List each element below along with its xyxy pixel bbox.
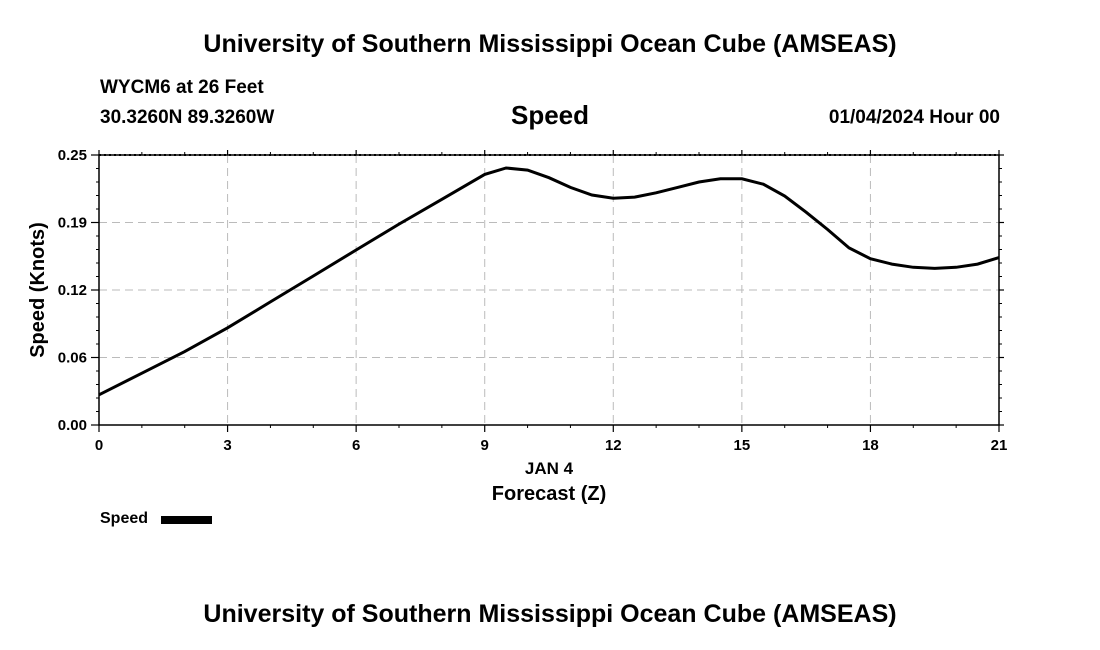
y-axis-label: Speed (Knots) [27, 222, 49, 358]
x-tick-label: 3 [223, 437, 231, 454]
station-label: WYCM6 at 26 Feet [100, 77, 264, 98]
y-tick-label: 0.19 [58, 215, 87, 232]
y-tick-label: 0.06 [58, 350, 87, 367]
x-tick-label: 15 [734, 437, 751, 454]
x-axis-date-label: JAN 4 [525, 459, 574, 478]
x-tick-label: 0 [95, 437, 103, 454]
x-tick-label: 6 [352, 437, 360, 454]
page-title: University of Southern Mississippi Ocean… [203, 30, 897, 58]
station-coordinates: 30.3260N 89.3260W [100, 107, 275, 128]
axis-ticks: 0 3 6 9 12 15 18 21 0.00 0.06 0.12 0.19 0.25 [58, 147, 1008, 454]
y-tick-label: 0.12 [58, 282, 87, 299]
legend-label: Speed [100, 510, 149, 527]
speed-series-line [98, 166, 1000, 397]
chart-grid [99, 154, 999, 425]
forecast-datetime: 01/04/2024 Hour 00 [828, 107, 1000, 128]
x-tick-label: 21 [991, 437, 1008, 454]
y-tick-label: 0.25 [58, 147, 87, 164]
x-tick-label: 12 [605, 437, 622, 454]
x-tick-label: 9 [481, 437, 489, 454]
chart-title: Speed [510, 100, 590, 130]
footer-title: University of Southern Mississippi Ocean… [203, 600, 897, 628]
x-tick-label: 18 [862, 437, 879, 454]
y-tick-label: 0.00 [58, 417, 87, 434]
x-axis-label: Forecast (Z) [492, 483, 606, 505]
legend-swatch [161, 516, 212, 524]
